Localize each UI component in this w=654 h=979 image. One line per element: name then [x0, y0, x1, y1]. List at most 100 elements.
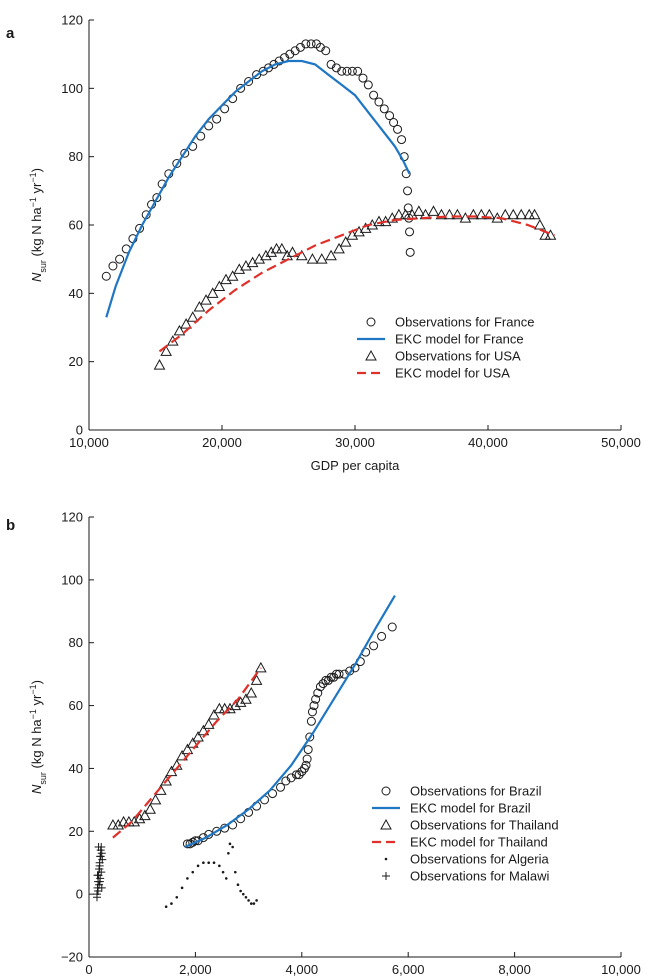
panel-b-legend-key: [384, 857, 388, 861]
panel-b-data-point: [224, 702, 236, 714]
panel-b-data-point: [321, 675, 331, 685]
panel-b-legend-label: EKC model for Brazil: [410, 801, 531, 816]
panel-b-data-point: [95, 865, 104, 873]
panel-a-data-point: [405, 227, 415, 237]
panel-b-series-2: [107, 661, 267, 830]
panel-b-data-point: [254, 661, 267, 673]
panel-a-data-point: [443, 208, 456, 220]
panel-b-data-point: [96, 852, 105, 861]
panel-a-data-point: [399, 208, 412, 220]
panel-b-data-point: [218, 864, 221, 868]
panel-a-data-point: [401, 169, 411, 179]
panel-a-data-point: [173, 324, 186, 336]
panel-a-y-tick-label: 40: [69, 286, 83, 301]
panel-a-x-tick-label: 50,000: [601, 435, 641, 450]
panel-b-data-point: [221, 870, 225, 874]
panel-b-data-point: [315, 682, 325, 692]
panel-b-data-point: [286, 773, 296, 783]
panel-a-data-point: [507, 208, 520, 220]
panel-b-label: b: [6, 517, 15, 534]
panel-b-data-point: [291, 770, 301, 780]
panel-a-data-point: [451, 208, 464, 220]
panel-b-x-tick-label: 8,000: [498, 962, 531, 977]
panel-a-data-point: [459, 212, 472, 223]
panel-b-series-3: [112, 667, 262, 839]
panel-b-y-axis-label: Nsur (kg N ha−1 yr−1): [28, 680, 48, 794]
panel-a-data-point: [339, 236, 352, 247]
panel-b-data-point: [313, 688, 323, 698]
panel-b-data-point: [92, 893, 101, 902]
panel-b-data-point: [245, 686, 258, 698]
panel-a-legend-key: [366, 317, 376, 327]
panel-a-data-point: [337, 66, 347, 76]
panel-a-data-point: [193, 300, 206, 312]
panel-b-data-point: [112, 818, 125, 830]
panel-a-y-tick-label: 120: [61, 13, 83, 28]
panel-b-data-point: [202, 718, 215, 729]
panel-a-data-point: [115, 254, 125, 264]
panel-a-data-point: [212, 114, 222, 124]
panel-a-data-point: [385, 111, 395, 121]
panel-a-data-point: [265, 246, 278, 257]
panel-b-data-point: [176, 749, 188, 761]
panel-b-y-tick-label: 100: [61, 572, 83, 587]
panel-a-data-point: [389, 118, 399, 127]
panel-b-data-point: [326, 672, 336, 682]
panel-a-data-point: [244, 77, 254, 86]
panel-b-data-point: [334, 669, 344, 679]
panel-a-data-point: [306, 253, 319, 264]
panel-a-legend: Observations for France EKC model for Fra…: [357, 315, 534, 381]
panel-b: b 0 2,000 4,000 6,000 8,000 10,000−2002040608…: [6, 510, 641, 978]
panel-b-series-5: [92, 843, 107, 902]
panel-b-data-point: [170, 902, 173, 905]
panel-b-data-point: [164, 905, 168, 909]
panel-a-y-tick-label: 80: [69, 149, 83, 164]
panel-b-data-point: [207, 861, 210, 865]
panel-b-x-tick-label: 6,000: [392, 962, 425, 977]
panel-b-data-point: [306, 716, 316, 726]
panel-a-data-point: [347, 66, 357, 76]
panel-b-data-point: [197, 724, 210, 736]
panel-b-data-point: [149, 793, 162, 805]
panel-b-data-point: [192, 730, 204, 742]
panel-b-legend-key: [381, 786, 391, 796]
panel-b-data-point: [377, 631, 387, 641]
panel-b-data-point: [95, 877, 104, 886]
panel-a-data-point: [281, 249, 294, 261]
panel-a-series-0: [101, 39, 415, 281]
panel-b-data-point: [305, 732, 315, 742]
panel-a-data-point: [220, 104, 230, 114]
panel-a-data-point: [101, 271, 111, 281]
panel-b-data-point: [208, 708, 220, 720]
panel-a-model-line: [158, 215, 555, 353]
panel-a-data-point: [403, 186, 413, 196]
panel-b-data-point: [212, 861, 216, 865]
panel-a-data-point: [286, 246, 299, 257]
panel-a-data-point: [226, 270, 239, 281]
panel-b-legend-label: EKC model for Thailand: [410, 835, 548, 850]
panel-a-x-tick-label: 30,000: [335, 435, 375, 450]
panel-a-data-point: [206, 287, 219, 298]
panel-b-data-point: [307, 707, 317, 717]
panel-b-data-point: [268, 789, 278, 799]
panel-a-y-tick-label: 0: [76, 423, 83, 438]
panel-a-data-point: [412, 205, 425, 216]
panel-b-data-point: [196, 864, 200, 868]
panel-b-data-point: [107, 818, 119, 830]
panel-b-data-point: [311, 694, 321, 704]
panel-b-x-tick-label: 10,000: [601, 962, 641, 977]
panel-b-data-point: [301, 760, 311, 770]
panel-b-data-point: [239, 889, 242, 893]
panel-b-data-point: [303, 745, 313, 755]
panel-a-data-point: [374, 97, 384, 107]
panel-a-data-point: [435, 208, 448, 220]
panel-a-data-point: [160, 345, 172, 356]
panel-a-data-point: [379, 104, 389, 114]
panel-a-data-point: [393, 208, 405, 220]
panel-b-data-point: [234, 870, 237, 874]
panel-a-y-tick-label: 60: [69, 218, 83, 233]
panel-b-data-point: [212, 826, 222, 836]
panel-a-data-point: [186, 311, 199, 322]
panel-a-x-tick-label: 20,000: [202, 435, 242, 450]
panel-b-data-point: [191, 870, 195, 874]
